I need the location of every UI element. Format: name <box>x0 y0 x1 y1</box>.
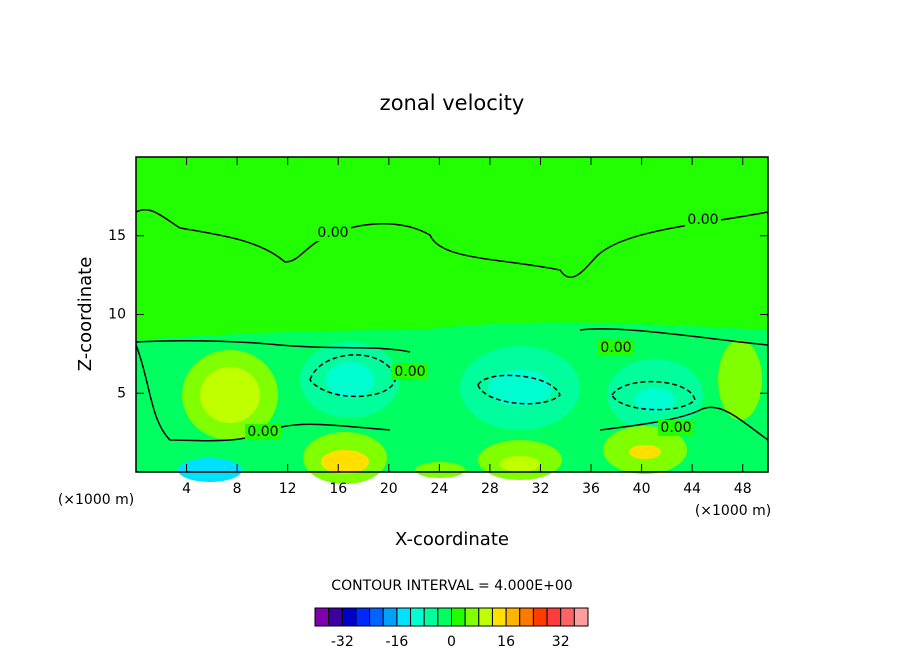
contour-region <box>326 362 374 398</box>
contour-region <box>321 450 369 474</box>
contour-region <box>718 340 762 420</box>
colorbar-box <box>341 607 357 627</box>
contour-label-bg <box>685 212 721 228</box>
colorbar-box <box>369 607 384 627</box>
contour-label: 0.00 <box>247 424 278 440</box>
x-tick-label: 20 <box>380 481 398 497</box>
x-tick-label: 24 <box>430 481 448 497</box>
colorbar-box <box>423 607 439 627</box>
contour-line <box>135 208 769 279</box>
colorbar-box <box>491 607 507 627</box>
colorbar-box <box>382 607 398 627</box>
contour-line <box>135 340 411 353</box>
colorbar-box <box>314 607 330 627</box>
contour-label: 0.00 <box>660 420 691 436</box>
contour-region <box>200 367 260 423</box>
contour-label: 0.00 <box>317 225 348 241</box>
contour-line <box>579 328 769 346</box>
contour-line <box>477 374 561 405</box>
contour-region <box>178 458 242 482</box>
contour-label: 0.00 <box>600 340 631 356</box>
contour-label-bg <box>598 340 634 356</box>
y-tick-label: 15 <box>108 228 126 244</box>
contour-region <box>136 322 768 472</box>
colorbar-box <box>328 607 343 627</box>
colorbar-box <box>396 607 412 627</box>
x-tick-label: 4 <box>182 481 191 497</box>
x-tick-label: 48 <box>734 481 752 497</box>
contour-label: 0.00 <box>394 364 425 380</box>
colorbar-box <box>505 607 521 627</box>
x-unit-label: (×1000 m) <box>695 503 771 519</box>
y-tick-label: 5 <box>117 385 126 401</box>
x-tick-label: 12 <box>279 481 297 497</box>
colorbar-tick-label: 32 <box>552 634 570 650</box>
colorbar-box <box>464 607 480 627</box>
x-tick-label: 16 <box>329 481 347 497</box>
contour-region <box>629 445 661 459</box>
colorbar-box <box>546 607 562 627</box>
contour-line <box>135 344 391 442</box>
colorbar-tick-label: 16 <box>497 634 515 650</box>
y-tick-label: 10 <box>108 307 126 323</box>
x-axis-label: X-coordinate <box>395 529 509 550</box>
contour-region <box>635 388 675 412</box>
x-tick-label: 36 <box>582 481 600 497</box>
x-tick-label: 32 <box>532 481 550 497</box>
y-axis-label: Z-coordinate <box>75 257 96 372</box>
colorbar-box <box>437 607 453 627</box>
contour-label-bg <box>315 225 351 241</box>
contour-interval: CONTOUR INTERVAL = 4.000E+00 <box>331 578 572 594</box>
contour-line <box>599 406 769 441</box>
chart-title: zonal velocity <box>380 91 525 115</box>
contour-region <box>500 456 540 472</box>
contour-region <box>415 462 465 478</box>
x-tick-label: 44 <box>683 481 701 497</box>
colorbar-tick-label: -16 <box>385 634 408 650</box>
colorbar-box <box>478 607 493 627</box>
x-unit-label: (×1000 m) <box>58 492 134 508</box>
colorbar-box <box>355 607 371 627</box>
colorbar-tick-label: -32 <box>331 634 354 650</box>
colorbar-box <box>532 607 548 627</box>
contour-line <box>309 354 396 398</box>
colorbar-box <box>560 607 575 627</box>
contour-label-bg <box>658 420 694 436</box>
colorbar-tick-label: 0 <box>447 634 456 650</box>
colorbar-box <box>519 607 534 627</box>
x-tick-label: 40 <box>633 481 651 497</box>
contour-label-bg <box>245 424 281 440</box>
contour-label-bg <box>392 364 428 380</box>
contour-field <box>136 157 768 484</box>
contour-lines <box>135 208 769 442</box>
colorbar-box <box>573 607 589 627</box>
colorbar-box <box>410 607 425 627</box>
colorbar-box <box>451 607 466 627</box>
contour-line <box>611 380 696 411</box>
x-tick-label: 28 <box>481 481 499 497</box>
x-tick-label: 8 <box>233 481 242 497</box>
contour-label: 0.00 <box>687 212 718 228</box>
